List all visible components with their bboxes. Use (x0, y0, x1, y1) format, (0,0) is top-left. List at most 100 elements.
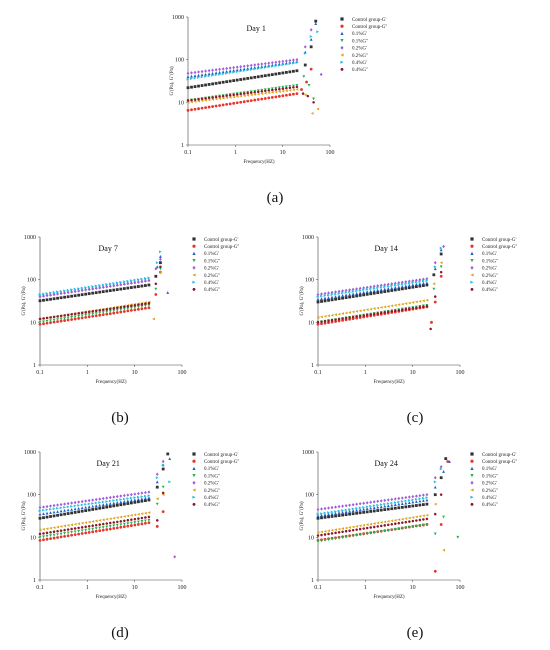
data-point (225, 80, 229, 84)
data-point (397, 506, 401, 510)
data-point (52, 536, 56, 540)
data-point (140, 520, 144, 523)
data-point (390, 519, 394, 523)
data-point (390, 523, 394, 526)
data-point (411, 516, 415, 519)
data-point (253, 75, 257, 79)
data-point (422, 496, 425, 500)
data-point (190, 74, 193, 78)
data-point (105, 312, 109, 316)
data-point (316, 322, 320, 326)
data-point (200, 106, 204, 110)
data-point (372, 531, 376, 535)
data-point (422, 523, 425, 527)
data-point (411, 500, 415, 504)
data-point (348, 526, 352, 529)
data-point (155, 497, 159, 501)
data-point (42, 512, 45, 515)
data-point (393, 506, 397, 510)
data-point (80, 532, 84, 535)
data-point (369, 307, 373, 311)
data-point (101, 308, 105, 312)
data-point (98, 497, 102, 501)
data-point (379, 311, 383, 315)
data-point (292, 69, 295, 73)
data-point (288, 84, 292, 88)
data-point (397, 287, 401, 291)
data-point (77, 289, 81, 293)
data-point (316, 540, 320, 543)
data-point (144, 496, 147, 500)
data-point (372, 500, 376, 504)
data-point (365, 313, 369, 317)
data-point (70, 533, 74, 537)
data-point (400, 287, 404, 291)
data-point (393, 503, 397, 506)
data-point (386, 504, 390, 507)
data-point (70, 294, 74, 298)
data-point (303, 63, 307, 67)
data-point (306, 94, 310, 98)
legend-marker (192, 495, 196, 499)
data-point (323, 529, 327, 533)
data-point (411, 498, 415, 502)
data-point (439, 248, 443, 252)
data-point (63, 528, 66, 532)
data-point (407, 501, 411, 504)
data-point (400, 502, 404, 505)
data-point (94, 309, 98, 313)
data-point (91, 520, 95, 523)
data-point (246, 68, 250, 72)
data-point (133, 304, 137, 307)
data-point (140, 499, 144, 503)
data-point (119, 287, 123, 291)
data-point (98, 286, 102, 290)
data-point (105, 528, 109, 531)
data-point (242, 100, 246, 104)
data-point (323, 294, 327, 298)
data-point (365, 501, 369, 505)
data-point (292, 58, 295, 62)
data-point (312, 97, 315, 101)
data-point (337, 511, 341, 515)
data-point (407, 279, 411, 283)
series-control-group-g-gp (186, 19, 318, 90)
series-0-2pctg-gpp (316, 502, 445, 552)
data-point (126, 497, 130, 500)
data-point (166, 291, 170, 294)
data-point (129, 286, 133, 289)
data-point (316, 512, 320, 516)
data-point (355, 528, 359, 531)
data-point (204, 72, 207, 76)
data-point (129, 308, 133, 312)
data-point (256, 62, 260, 67)
data-point (281, 63, 285, 67)
caption-a: (a) (266, 190, 284, 206)
data-point (87, 285, 91, 289)
data-point (56, 320, 59, 324)
data-point (383, 285, 387, 289)
data-point (115, 306, 119, 310)
data-point (204, 106, 207, 110)
data-point (372, 307, 376, 310)
data-point (404, 308, 408, 311)
series-control-group-g-gp (316, 252, 443, 304)
data-point (348, 295, 352, 299)
data-point (303, 93, 307, 97)
data-point (166, 452, 170, 456)
data-point (323, 515, 327, 519)
data-point (232, 65, 236, 70)
data-point (337, 531, 341, 534)
data-point (418, 514, 422, 518)
data-point (362, 288, 366, 292)
data-point (235, 93, 239, 96)
data-point (379, 306, 383, 309)
data-point (433, 300, 437, 304)
data-point (87, 508, 91, 512)
legend-label: 0.2%G'' (352, 54, 368, 59)
data-point (397, 283, 401, 287)
data-point (383, 520, 387, 524)
data-point (323, 291, 327, 296)
data-point (84, 505, 88, 509)
data-point (115, 494, 119, 499)
